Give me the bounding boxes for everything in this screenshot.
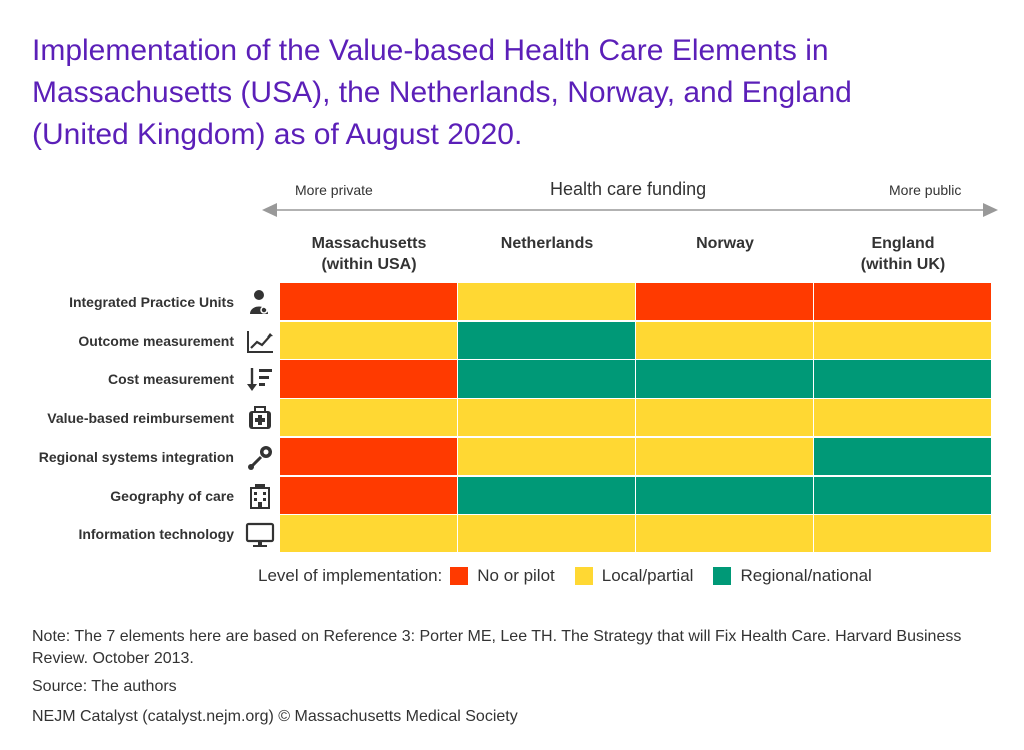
heatmap-cell (280, 360, 457, 398)
heatmap-cell (636, 399, 813, 437)
row-label-2: Cost measurement (107, 371, 234, 388)
funding-double-arrow-icon (262, 203, 998, 217)
medical-kit-icon (249, 406, 271, 430)
legend-item-no-or-pilot: No or pilot (450, 566, 555, 586)
column-header-2: Norway (696, 235, 754, 252)
row-label-4: Regional systems integration (38, 448, 234, 465)
heatmap-cell (280, 476, 457, 514)
heatmap-cell (458, 283, 635, 321)
heatmap-cell (280, 437, 457, 475)
source-note: Source: The authors (32, 678, 177, 695)
heatmap-cell (814, 399, 991, 437)
more-private-label: More private (295, 182, 373, 198)
legend: Level of implementation: No or pilot Loc… (258, 566, 892, 586)
footnote: Note: The 7 elements here are based on R… (32, 628, 962, 667)
legend-item-regional-national: Regional/national (713, 566, 872, 586)
credit-note: NEJM Catalyst (catalyst.nejm.org) © Mass… (32, 708, 518, 725)
heatmap-cell (814, 321, 991, 359)
row-label-0: Integrated Practice Units (69, 294, 234, 310)
heatmap-cell (636, 360, 813, 398)
column-header-1: Netherlands (500, 235, 594, 252)
trend-chart-icon (247, 330, 273, 353)
heatmap-cell (458, 399, 635, 437)
heatmap-cell (458, 437, 635, 475)
legend-item-local-partial: Local/partial (574, 566, 694, 586)
heatmap-cell (280, 515, 457, 553)
heatmap-cell (636, 321, 813, 359)
network-connection-icon (248, 445, 272, 470)
more-public-label: More public (889, 182, 962, 198)
legend-label-no-or-pilot: No or pilot (477, 566, 555, 585)
legend-label-regional-national: Regional/national (740, 566, 872, 585)
heatmap-cell (636, 283, 813, 321)
row-label-3: Value-based reimbursement (47, 410, 234, 427)
funding-axis-label: Health care funding (550, 179, 707, 199)
legend-swatch-local-partial (574, 567, 593, 585)
legend-label-local-partial: Local/partial (601, 566, 694, 585)
row-label-6: Information technology (78, 526, 234, 543)
hospital-building-icon (250, 483, 270, 509)
legend-swatch-regional-national (713, 567, 732, 585)
heatmap-cell (280, 321, 457, 359)
column-header-3: England (within UK) (860, 235, 946, 273)
heatmap-cell (636, 515, 813, 553)
heatmap-cell (636, 476, 813, 514)
computer-monitor-icon (245, 523, 275, 548)
heatmap-cell (458, 321, 635, 359)
heatmap-cell (458, 360, 635, 398)
column-header-0: Massachusetts (within USA) (311, 235, 427, 273)
heatmap-cell (458, 515, 635, 553)
row-label-5: Geography of care (110, 487, 234, 504)
heatmap-cell (814, 360, 991, 398)
sort-descending-icon (247, 368, 272, 392)
legend-title: Level of implementation: (258, 566, 443, 585)
heatmap-cell (814, 476, 991, 514)
heatmap-cell (280, 399, 457, 437)
heatmap-cell (280, 283, 457, 321)
heatmap-cell (814, 515, 991, 553)
chart-title: Implementation of the Value-based Health… (32, 34, 852, 151)
doctor-icon (250, 290, 268, 314)
legend-swatch-no-or-pilot (450, 567, 469, 585)
row-label-1: Outcome measurement (78, 332, 234, 349)
heatmap-cell (814, 283, 991, 321)
heatmap-cell (636, 437, 813, 475)
heatmap-cell (458, 476, 635, 514)
heatmap-cell (814, 437, 991, 475)
